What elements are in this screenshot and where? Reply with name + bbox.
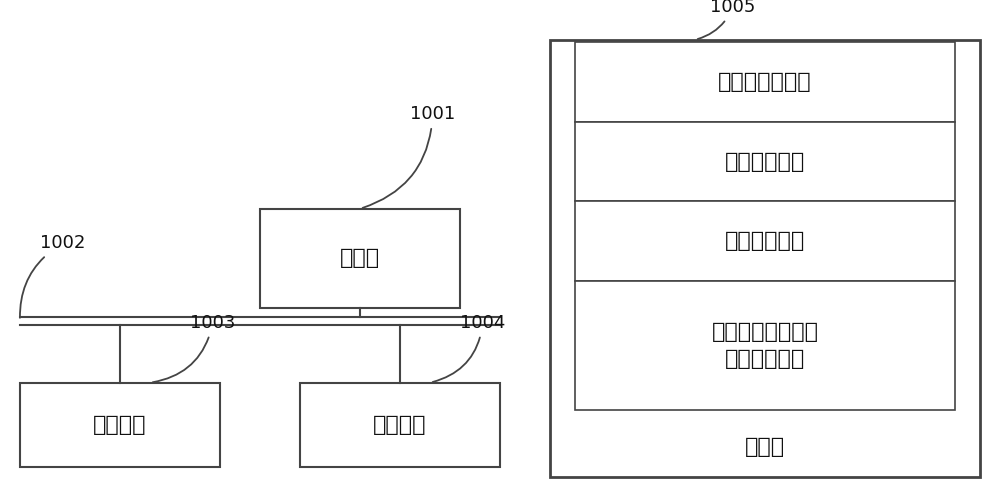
- Text: 用户接口: 用户接口: [93, 415, 147, 435]
- Bar: [260, 209, 460, 308]
- Text: 存储器: 存储器: [745, 437, 785, 457]
- Bar: [300, 383, 500, 467]
- Bar: [575, 122, 955, 201]
- Bar: [575, 42, 955, 122]
- Text: 生成阅读理解的问
题题目的程序: 生成阅读理解的问 题题目的程序: [712, 322, 819, 369]
- Text: 1004: 1004: [433, 314, 505, 382]
- Text: 1002: 1002: [20, 235, 85, 318]
- Text: 计算机操作系统: 计算机操作系统: [718, 72, 812, 92]
- Text: 1005: 1005: [698, 0, 755, 39]
- Text: 1001: 1001: [363, 105, 455, 208]
- Text: 网络通信模块: 网络通信模块: [725, 152, 805, 171]
- Bar: [575, 201, 955, 281]
- Text: 处理器: 处理器: [340, 248, 380, 268]
- Text: 网络接口: 网络接口: [373, 415, 427, 435]
- Text: 1003: 1003: [153, 314, 235, 382]
- Bar: [550, 40, 980, 477]
- Text: 用户接口模块: 用户接口模块: [725, 231, 805, 251]
- Bar: [575, 281, 955, 410]
- Bar: [20, 383, 220, 467]
